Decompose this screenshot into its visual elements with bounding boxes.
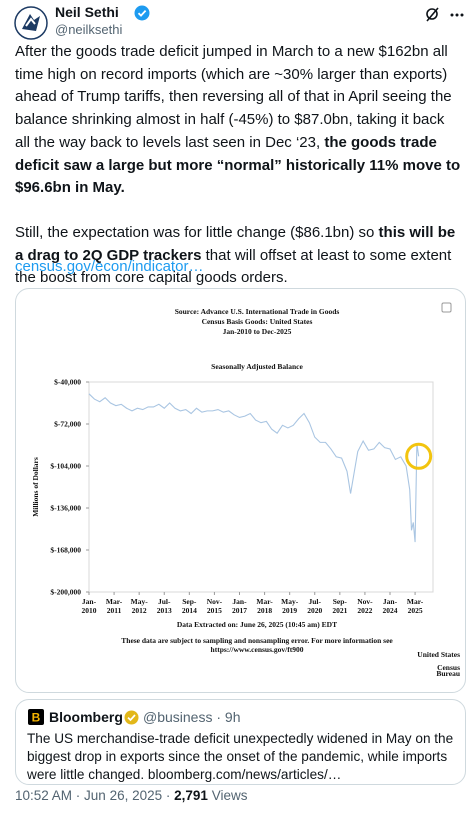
quote-avatar: B bbox=[28, 709, 44, 725]
post-link[interactable]: census.gov/econ/indicator… bbox=[15, 258, 204, 275]
x-tick-label-line: 2025 bbox=[408, 606, 423, 615]
x-tick-label-line: 2022 bbox=[357, 606, 372, 615]
verified-badge bbox=[134, 5, 150, 21]
author-handle[interactable]: @neilksethi bbox=[55, 22, 123, 37]
x-tick-label-line: Sep- bbox=[182, 597, 197, 606]
quote-author: Bloomberg bbox=[49, 709, 123, 725]
x-tick-label-line: Jul- bbox=[158, 597, 171, 606]
post-time: 10:52 AM bbox=[15, 788, 73, 803]
author-name[interactable]: Neil Sethi bbox=[55, 4, 119, 20]
x-tick-label-line: 2020 bbox=[307, 606, 322, 615]
x-tick-label-line: Jan- bbox=[383, 597, 398, 606]
quoted-post[interactable]: B Bloomberg @business · 9h The US mercha… bbox=[15, 699, 466, 785]
text: Still, the expectation was for little ch… bbox=[15, 223, 379, 241]
y-axis-label: Millions of Dollars bbox=[31, 457, 40, 517]
x-tick-label-line: 2015 bbox=[207, 606, 222, 615]
chart-note: https://www.census.gov/ft900 bbox=[211, 645, 304, 654]
y-tick-label: $-104,000 bbox=[50, 462, 81, 471]
avatar[interactable] bbox=[14, 6, 48, 40]
text: After the goods trade deficit jumped in … bbox=[15, 43, 452, 151]
post-actions[interactable] bbox=[425, 6, 465, 24]
x-tick-label: Jan-2017 bbox=[232, 597, 247, 615]
chart-subtitle: Jan-2010 to Dec-2025 bbox=[223, 327, 292, 336]
chart-title: Source: Advance U.S. International Trade… bbox=[175, 307, 340, 316]
x-tick-label-line: 2010 bbox=[82, 606, 97, 615]
quote-meta: @business · 9h bbox=[143, 709, 241, 725]
post-text: After the goods trade deficit jumped in … bbox=[15, 41, 461, 312]
svg-text:B: B bbox=[32, 711, 41, 725]
x-tick-label: Mar-2018 bbox=[256, 597, 273, 615]
logo-name: Census bbox=[437, 663, 460, 672]
x-tick-label: Nov-2022 bbox=[357, 597, 373, 615]
x-tick-label: May-2019 bbox=[281, 597, 299, 615]
paragraph: After the goods trade deficit jumped in … bbox=[15, 41, 461, 200]
x-tick-label-line: 2011 bbox=[107, 606, 122, 615]
views-label: Views bbox=[211, 788, 248, 803]
logo-top: United States bbox=[417, 650, 460, 659]
x-tick-label-line: 2017 bbox=[232, 606, 247, 615]
quote-badge bbox=[124, 710, 139, 725]
x-tick-label: Jul-2013 bbox=[157, 597, 172, 615]
chart-note: These data are subject to sampling and n… bbox=[121, 636, 393, 645]
quote-handle: @business bbox=[143, 709, 213, 725]
y-tick-label: $-136,000 bbox=[50, 504, 81, 513]
chart-card[interactable]: Source: Advance U.S. International Trade… bbox=[15, 288, 466, 693]
post-date: Jun 26, 2025 bbox=[84, 788, 163, 803]
x-tick-label-line: Jan- bbox=[82, 597, 97, 606]
x-tick-label: Jan-2010 bbox=[82, 597, 97, 615]
x-tick-label-line: Mar- bbox=[106, 597, 123, 606]
bold-text: the goods trade deficit saw a large but … bbox=[15, 133, 461, 197]
y-tick-label: $-40,000 bbox=[54, 378, 81, 387]
quote-text: The US merchandise-trade deficit unexpec… bbox=[27, 731, 454, 782]
x-tick-label: Jan-2024 bbox=[383, 597, 398, 615]
x-tick-label: May-2012 bbox=[131, 597, 149, 615]
chart-note: Data Extracted on: June 26, 2025 (10:45 … bbox=[177, 620, 337, 629]
chart-subtitle: Census Basis Goods: United States bbox=[202, 317, 313, 326]
paragraph: Still, the expectation was for little ch… bbox=[15, 222, 461, 290]
x-tick-label-line: Nov- bbox=[357, 597, 373, 606]
x-tick-label-line: Sep- bbox=[333, 597, 348, 606]
x-tick-label-line: Jul- bbox=[308, 597, 321, 606]
logo-bottom: Bureau bbox=[436, 669, 460, 678]
x-tick-label-line: May- bbox=[281, 597, 299, 606]
quote-age: 9h bbox=[224, 709, 241, 725]
post-meta: 10:52 AM · Jun 26, 2025 · 2,791 Views bbox=[15, 788, 248, 803]
highlight-circle bbox=[405, 442, 433, 470]
x-tick-label-line: Nov- bbox=[207, 597, 223, 606]
y-tick-label: $-72,000 bbox=[54, 420, 81, 429]
chart: Source: Advance U.S. International Trade… bbox=[31, 302, 460, 678]
x-tick-label-line: 2021 bbox=[332, 606, 347, 615]
x-tick-label-line: Jan- bbox=[232, 597, 247, 606]
x-tick-label: Sep-2021 bbox=[332, 597, 347, 615]
y-tick-label: $-168,000 bbox=[50, 546, 81, 555]
x-tick-label-line: 2018 bbox=[257, 606, 272, 615]
x-tick-label-line: 2014 bbox=[182, 606, 197, 615]
bold-text: this will be a drag to 2Q GDP trackers bbox=[15, 223, 456, 264]
x-tick-label: Jul-2020 bbox=[307, 597, 322, 615]
x-tick-label: Mar-2011 bbox=[106, 597, 123, 615]
data-line bbox=[88, 393, 420, 543]
x-tick-label-line: 2013 bbox=[157, 606, 172, 615]
y-tick-label: $-200,000 bbox=[50, 588, 81, 597]
x-tick-label-line: Mar- bbox=[256, 597, 273, 606]
x-tick-label: Nov-2015 bbox=[207, 597, 223, 615]
x-tick-label: Mar-2025 bbox=[407, 597, 424, 615]
x-tick-label: Sep-2014 bbox=[182, 597, 197, 615]
x-tick-label-line: Mar- bbox=[407, 597, 424, 606]
plot-title: Seasonally Adjusted Balance bbox=[211, 362, 303, 371]
x-tick-label-line: May- bbox=[131, 597, 149, 606]
post-views: 2,791 bbox=[174, 788, 208, 803]
card-icon bbox=[441, 302, 452, 313]
x-tick-label-line: 2024 bbox=[383, 606, 398, 615]
plot-area bbox=[88, 381, 434, 593]
x-tick-label-line: 2019 bbox=[282, 606, 297, 615]
text: that will offset at least to some extent… bbox=[15, 246, 452, 287]
x-tick-label-line: 2012 bbox=[132, 606, 147, 615]
